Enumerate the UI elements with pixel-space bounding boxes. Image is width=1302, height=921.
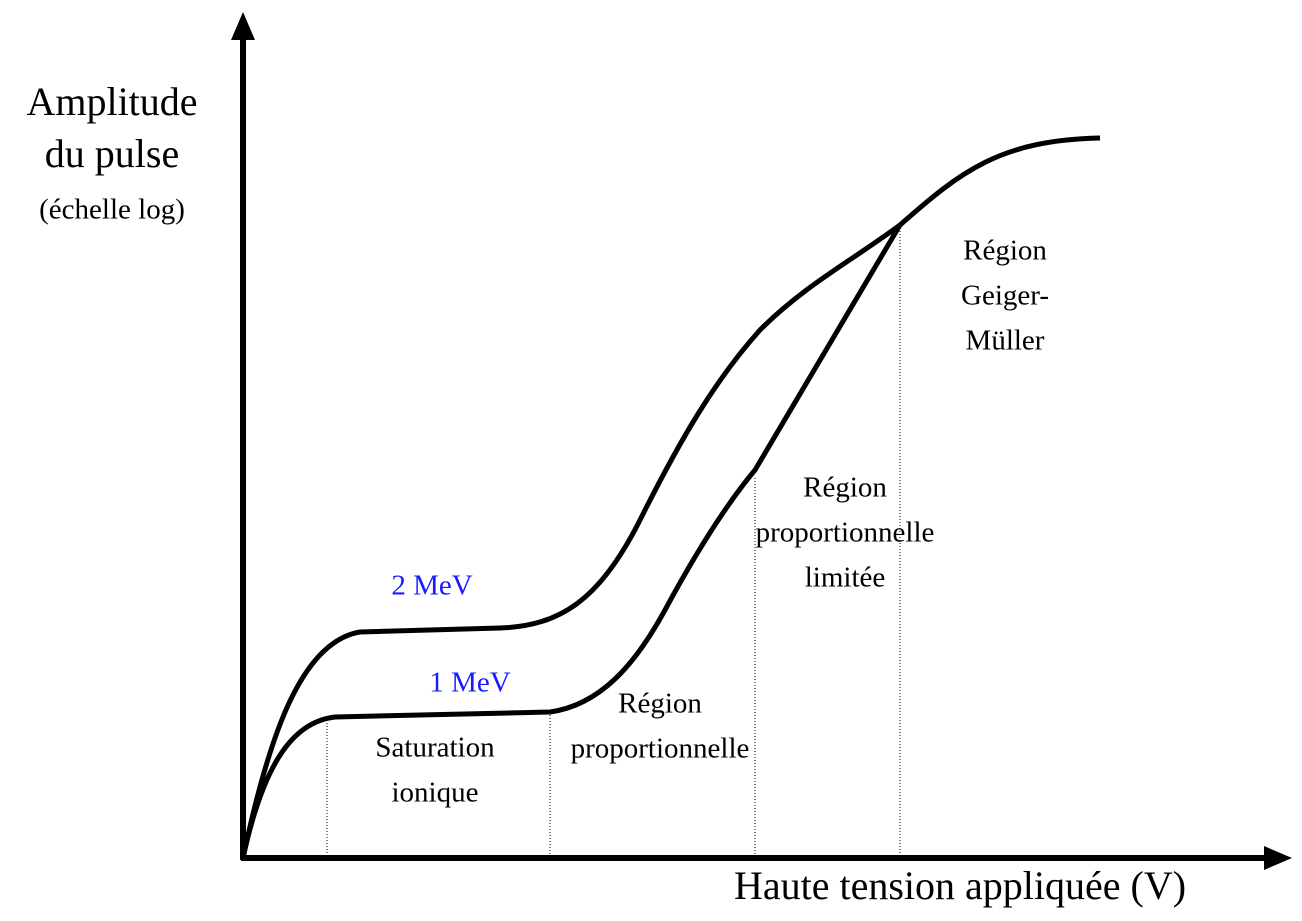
region-label: Geiger- (961, 280, 1049, 312)
region-label: Müller (966, 325, 1045, 357)
y-axis-label: du pulse (45, 131, 179, 176)
region-label: Région (963, 235, 1047, 267)
region-label: proportionnelle (571, 733, 750, 765)
region-label: limitée (805, 562, 886, 594)
region-label: Saturation (375, 732, 495, 764)
x-arrow (1264, 846, 1292, 870)
curve-2mev (240, 135, 1101, 859)
y-axis-label: Amplitude (26, 79, 197, 124)
region-label: Région (618, 688, 702, 720)
x-axis-label: Haute tension appliquée (V) (734, 863, 1186, 908)
curve-label: 2 MeV (391, 570, 472, 602)
region-label: ionique (392, 777, 479, 809)
region-label: Région (803, 472, 887, 504)
y-axis-label: (échelle log) (39, 194, 185, 226)
y-arrow (231, 12, 255, 40)
region-label: proportionnelle (756, 517, 935, 549)
curve-label: 1 MeV (429, 667, 510, 699)
curve-1mev (240, 223, 903, 859)
labels: Amplitude du pulse (échelle log) Haute t… (26, 79, 1186, 908)
